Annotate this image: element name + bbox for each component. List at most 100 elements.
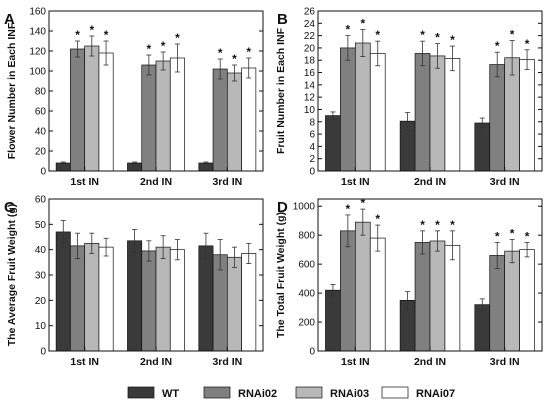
- significance-star-rnai02-d: *: [420, 218, 425, 232]
- bar-rnai03-a: [155, 60, 171, 172]
- bar-wt-c: [127, 240, 143, 352]
- legend-item-wt: WT: [127, 386, 179, 400]
- x-tick-label-b: 1st IN: [341, 176, 370, 188]
- legend-label-rnai03: RNAi03: [330, 388, 369, 400]
- significance-star-rnai02-b: *: [346, 23, 351, 37]
- bar-rnai07-a: [169, 57, 185, 172]
- significance-star-rnai07-d: *: [450, 218, 455, 232]
- x-tick-label-a: 2nd IN: [140, 176, 172, 188]
- bar-rnai07-d: [444, 244, 461, 352]
- bar-rnai07-c: [98, 246, 114, 352]
- x-tick-label-c: 1st IN: [70, 356, 99, 368]
- bar-rnai03-d: [429, 240, 446, 352]
- bar-rnai02-d: [489, 255, 506, 352]
- y-tick-label-c: 50: [35, 220, 47, 231]
- y-axis-title-a: Flower Number in Each INF: [6, 22, 18, 159]
- significance-star-rnai07-d: *: [525, 229, 530, 243]
- y-tick-label-b: 16: [304, 68, 316, 79]
- x-tick-label-c: 2nd IN: [140, 356, 172, 368]
- significance-star-rnai02-d: *: [346, 202, 351, 216]
- significance-star-rnai02-a: *: [147, 42, 152, 56]
- significance-star-rnai02-b: *: [495, 39, 500, 53]
- bar-rnai02-d: [340, 230, 356, 352]
- significance-star-rnai03-d: *: [510, 227, 515, 241]
- plot-frame-a: [48, 10, 264, 172]
- bar-rnai03-b: [429, 55, 446, 172]
- y-tick-label-a: 80: [35, 87, 47, 98]
- y-tick-label-a: 100: [29, 67, 46, 78]
- y-tick-label-a: 60: [35, 107, 47, 118]
- significance-star-rnai02-a: *: [75, 28, 80, 42]
- significance-star-rnai03-a: *: [161, 39, 166, 53]
- bar-wt-c: [55, 231, 71, 352]
- bar-rnai02-b: [489, 64, 506, 172]
- y-tick-label-b: 18: [304, 56, 316, 67]
- bar-rnai02-c: [70, 245, 86, 352]
- bar-rnai02-d: [414, 242, 431, 352]
- y-tick-label-d: 0: [309, 347, 315, 358]
- x-tick-label-d: 1st IN: [341, 356, 370, 368]
- y-tick-label-b: 24: [304, 19, 316, 30]
- legend-label-wt: WT: [162, 388, 179, 400]
- legend-item-rnai07: RNAi07: [381, 386, 455, 400]
- y-tick-label-d: 1000: [293, 202, 316, 213]
- legend-item-rnai03: RNAi03: [295, 386, 369, 400]
- significance-star-rnai07-d: *: [375, 212, 380, 226]
- y-tick-label-d: 200: [298, 318, 315, 329]
- bar-rnai07-d: [369, 237, 386, 352]
- bar-wt-d: [474, 304, 491, 352]
- y-tick-label-b: 0: [309, 167, 315, 178]
- legend-swatch-rnai07: [381, 386, 409, 399]
- plot-frame-c: [48, 198, 264, 352]
- legend-label-rnai02: RNAi02: [238, 388, 277, 400]
- bar-rnai02-a: [212, 68, 228, 172]
- legend-label-rnai07: RNAi07: [416, 388, 455, 400]
- x-tick-label-b: 2nd IN: [414, 176, 446, 188]
- panel-letter-a: A: [4, 11, 15, 28]
- x-tick-label-c: 3rd IN: [212, 356, 242, 368]
- y-tick-label-b: 6: [309, 130, 315, 141]
- panel-letter-b: B: [277, 11, 288, 28]
- y-tick-label-c: 0: [40, 347, 46, 358]
- y-tick-label-c: 20: [35, 296, 47, 307]
- significance-star-rnai03-b: *: [360, 16, 365, 30]
- y-tick-label-a: 160: [29, 7, 46, 18]
- y-tick-label-a: 20: [35, 147, 47, 158]
- legend-swatch-rnai03: [295, 386, 323, 399]
- bar-rnai07-b: [444, 58, 461, 172]
- bar-rnai03-a: [226, 72, 242, 172]
- significance-star-rnai02-d: *: [495, 229, 500, 243]
- y-tick-label-a: 120: [29, 47, 46, 58]
- y-tick-label-d: 600: [298, 260, 315, 271]
- y-tick-label-c: 10: [35, 321, 47, 332]
- y-tick-label-d: 400: [298, 289, 315, 300]
- y-tick-label-b: 20: [304, 43, 316, 54]
- panel-letter-c: C: [4, 199, 15, 216]
- bar-rnai07-b: [369, 53, 386, 172]
- y-tick-label-b: 12: [304, 93, 316, 104]
- bar-wt-d: [325, 289, 341, 352]
- bar-wt-b: [474, 122, 491, 172]
- bar-rnai02-b: [340, 47, 356, 172]
- bar-rnai02-a: [70, 48, 86, 172]
- y-axis-title-c: The Average Fruit Weight (g): [6, 204, 18, 347]
- significance-star-rnai07-a: *: [246, 45, 251, 59]
- bar-rnai02-a: [141, 64, 157, 172]
- y-tick-label-a: 40: [35, 127, 47, 138]
- bar-rnai03-d: [504, 250, 520, 352]
- x-tick-label-a: 1st IN: [70, 176, 99, 188]
- bar-rnai02-c: [141, 250, 157, 352]
- y-tick-label-b: 10: [304, 105, 316, 116]
- x-tick-label-b: 3rd IN: [490, 176, 520, 188]
- bar-rnai07-d: [519, 249, 535, 352]
- y-tick-label-a: 140: [29, 27, 46, 38]
- significance-star-rnai03-a: *: [232, 52, 237, 66]
- y-tick-label-d: 800: [298, 231, 315, 242]
- legend-swatch-wt: [127, 386, 155, 399]
- bar-rnai03-c: [155, 246, 171, 352]
- significance-star-rnai02-b: *: [420, 28, 425, 42]
